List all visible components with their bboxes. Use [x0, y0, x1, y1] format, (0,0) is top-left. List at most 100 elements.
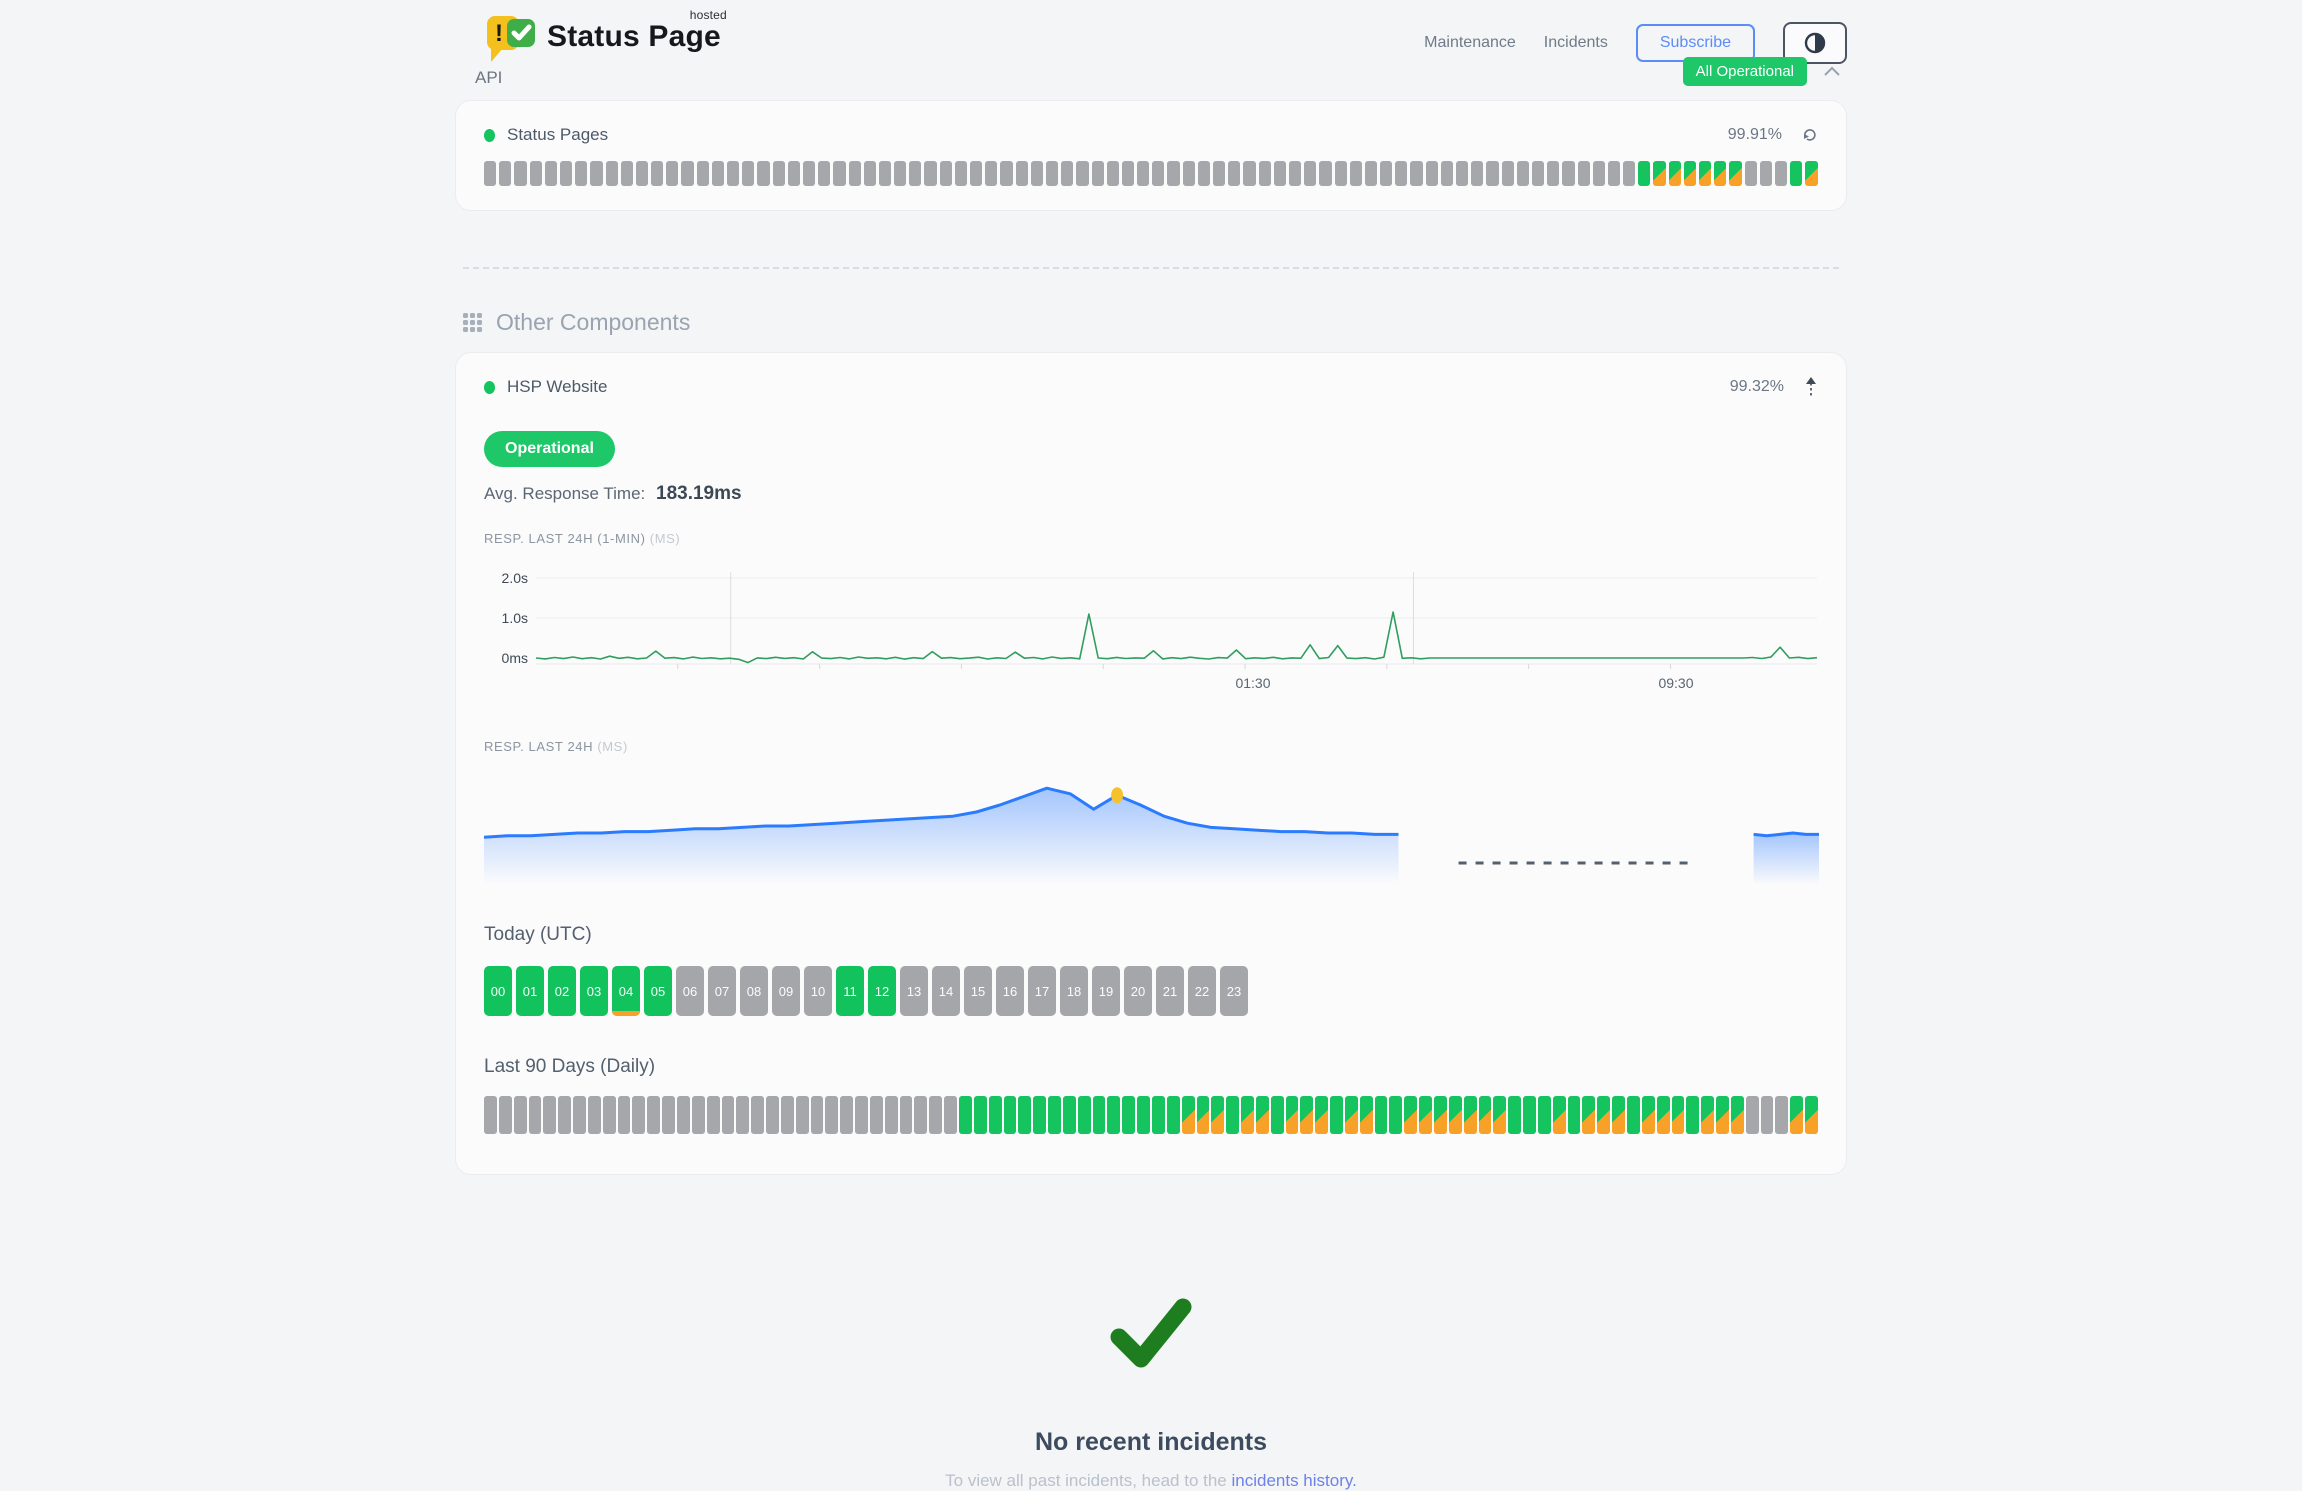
hour-block-16[interactable]: 16	[996, 966, 1024, 1016]
uptime-bar-nodata[interactable]	[1531, 161, 1545, 186]
uptime-bar-nodata[interactable]	[863, 161, 876, 186]
uptime-bar-nodata[interactable]	[676, 1096, 690, 1134]
uptime-bar-degraded[interactable]	[1805, 161, 1818, 186]
hour-block-02[interactable]: 02	[548, 966, 576, 1016]
uptime-bar-nodata[interactable]	[1091, 161, 1104, 186]
uptime-bar-degraded[interactable]	[1653, 161, 1666, 186]
uptime-bar-degraded[interactable]	[1211, 1096, 1225, 1134]
uptime-bar-up[interactable]	[1330, 1096, 1343, 1134]
uptime-bar-nodata[interactable]	[914, 1096, 928, 1134]
uptime-bar-degraded[interactable]	[1597, 1096, 1611, 1134]
uptime-bar-up[interactable]	[1508, 1096, 1522, 1134]
uptime-bar-degraded[interactable]	[1344, 1096, 1358, 1134]
response-24h-chart[interactable]	[483, 760, 1819, 885]
hour-block-15[interactable]: 15	[964, 966, 992, 1016]
uptime-bar-nodata[interactable]	[1182, 161, 1195, 186]
uptime-bar-degraded[interactable]	[1419, 1096, 1432, 1134]
uptime-bar-nodata[interactable]	[840, 1096, 854, 1134]
uptime-bar-degraded[interactable]	[1285, 1096, 1299, 1134]
uptime-bar-up[interactable]	[1033, 1096, 1047, 1134]
uptime-bar-degraded[interactable]	[1552, 1096, 1566, 1134]
uptime-bar-nodata[interactable]	[529, 161, 542, 186]
uptime-bar-up[interactable]	[1062, 1096, 1076, 1134]
uptime-bar-degraded[interactable]	[1730, 1096, 1744, 1134]
uptime-bar-nodata[interactable]	[1258, 161, 1271, 186]
response-1min-chart[interactable]: 2.0s 1.0s 0ms 01:30 09:30	[484, 560, 1819, 700]
uptime-bar-nodata[interactable]	[795, 1096, 809, 1134]
uptime-bar-nodata[interactable]	[736, 1096, 750, 1134]
uptime-bar-nodata[interactable]	[1197, 161, 1210, 186]
uptime-bar-degraded[interactable]	[1255, 1096, 1269, 1134]
uptime-bar-nodata[interactable]	[602, 1096, 616, 1134]
uptime-bar-degraded[interactable]	[1716, 1096, 1729, 1134]
hour-block-14[interactable]: 14	[932, 966, 960, 1016]
uptime-bar-nodata[interactable]	[1577, 161, 1590, 186]
uptime-bar-nodata[interactable]	[681, 161, 694, 186]
uptime-bar-degraded[interactable]	[1701, 1096, 1715, 1134]
uptime-bar-nodata[interactable]	[575, 161, 588, 186]
uptime-bar-nodata[interactable]	[559, 161, 573, 186]
uptime-bar-nodata[interactable]	[587, 1096, 601, 1134]
hour-block-18[interactable]: 18	[1060, 966, 1088, 1016]
uptime-bar-up[interactable]	[1389, 1096, 1403, 1134]
uptime-bar-nodata[interactable]	[711, 161, 724, 186]
uptime-bar-up[interactable]	[1626, 1096, 1640, 1134]
uptime-bar-nodata[interactable]	[666, 161, 679, 186]
uptime-bar-nodata[interactable]	[1334, 161, 1347, 186]
uptime-bar-nodata[interactable]	[1745, 1096, 1759, 1134]
uptime-bar-nodata[interactable]	[528, 1096, 542, 1134]
brand-logo[interactable]: ! Status Page hosted	[481, 8, 727, 66]
uptime-bar-nodata[interactable]	[1137, 161, 1150, 186]
uptime-bar-up[interactable]	[1374, 1096, 1388, 1134]
uptime-bar-nodata[interactable]	[1425, 161, 1438, 186]
uptime-bar-up[interactable]	[1537, 1096, 1551, 1134]
hour-block-13[interactable]: 13	[900, 966, 928, 1016]
uptime-bar-up[interactable]	[1567, 1096, 1581, 1134]
uptime-bar-nodata[interactable]	[1471, 161, 1484, 186]
hour-block-20[interactable]: 20	[1124, 966, 1152, 1016]
uptime-bar-nodata[interactable]	[855, 1096, 868, 1134]
uptime-bar-nodata[interactable]	[878, 161, 892, 186]
uptime-bar-nodata[interactable]	[1501, 161, 1514, 186]
uptime-bar-nodata[interactable]	[869, 1096, 883, 1134]
uptime-bar-degraded[interactable]	[1463, 1096, 1477, 1134]
uptime-bar-up[interactable]	[959, 1096, 972, 1134]
uptime-bar-degraded[interactable]	[1493, 1096, 1507, 1134]
uptime-bar-nodata[interactable]	[544, 161, 557, 186]
collapse-arrow-icon[interactable]	[1804, 377, 1818, 397]
uptime-bar-nodata[interactable]	[787, 161, 800, 186]
uptime-bar-nodata[interactable]	[825, 1096, 839, 1134]
uptime-bar-up[interactable]	[1077, 1096, 1091, 1134]
uptime-bar-degraded[interactable]	[1656, 1096, 1670, 1134]
uptime-bar-nodata[interactable]	[590, 161, 603, 186]
theme-toggle-button[interactable]	[1783, 22, 1847, 64]
uptime-bar-up[interactable]	[1686, 1096, 1700, 1134]
uptime-bar-nodata[interactable]	[1076, 161, 1089, 186]
uptime-bar-degraded[interactable]	[1790, 1096, 1804, 1134]
uptime-bar-degraded[interactable]	[1699, 161, 1712, 186]
uptime-bar-degraded[interactable]	[1434, 1096, 1447, 1134]
uptime-bar-up[interactable]	[1638, 161, 1651, 186]
uptime-bar-nodata[interactable]	[721, 1096, 735, 1134]
uptime-bar-nodata[interactable]	[1167, 161, 1180, 186]
uptime-bar-nodata[interactable]	[1304, 161, 1317, 186]
uptime-bar-nodata[interactable]	[848, 161, 861, 186]
hour-block-01[interactable]: 01	[516, 966, 544, 1016]
uptime-bar-nodata[interactable]	[514, 161, 527, 186]
uptime-bar-degraded[interactable]	[1805, 1096, 1818, 1134]
uptime-bar-nodata[interactable]	[1213, 161, 1226, 186]
uptime-bar-nodata[interactable]	[1364, 161, 1378, 186]
uptime-bar-nodata[interactable]	[727, 161, 740, 186]
uptime-bar-degraded[interactable]	[1196, 1096, 1210, 1134]
uptime-bar-nodata[interactable]	[1456, 161, 1469, 186]
uptime-bar-degraded[interactable]	[1300, 1096, 1314, 1134]
uptime-bar-nodata[interactable]	[632, 1096, 646, 1134]
uptime-bar-nodata[interactable]	[513, 1096, 527, 1134]
uptime-bar-nodata[interactable]	[1228, 161, 1241, 186]
uptime-bar-nodata[interactable]	[929, 1096, 943, 1134]
nav-incidents[interactable]: Incidents	[1543, 34, 1608, 51]
uptime-bar-nodata[interactable]	[484, 161, 497, 186]
uptime-bar-nodata[interactable]	[751, 1096, 765, 1134]
uptime-bar-nodata[interactable]	[617, 1096, 631, 1134]
uptime-bar-nodata[interactable]	[954, 161, 967, 186]
